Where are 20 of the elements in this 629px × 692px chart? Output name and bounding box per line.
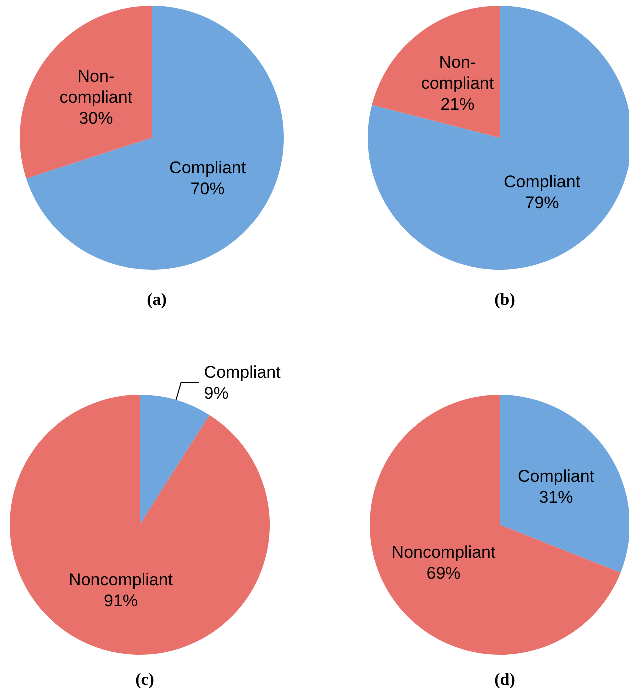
data-label: 69% (426, 564, 461, 584)
slice-label: Compliant (504, 172, 581, 192)
slice-label: Compliant (170, 158, 246, 178)
text: (c) (136, 670, 154, 689)
slice-label: Non-compliant (60, 66, 133, 107)
text: (a) (147, 290, 167, 309)
slice-label: Non-compliant (421, 52, 494, 93)
data-label: 70% (190, 180, 225, 199)
data-label: 9% (204, 384, 229, 403)
text: (d) (494, 670, 516, 689)
data-label: 31% (539, 488, 574, 507)
data-label: 21% (440, 94, 475, 114)
data-label: 30% (79, 108, 114, 128)
data-label: 91% (104, 591, 138, 610)
text: (b) (494, 290, 516, 309)
slice-label: Noncompliant (392, 543, 496, 562)
data-label: 79% (525, 194, 560, 213)
slice-label: Noncompliant (69, 570, 174, 590)
slice-label: Compliant (204, 362, 282, 382)
slice-label: Compliant (518, 466, 595, 486)
